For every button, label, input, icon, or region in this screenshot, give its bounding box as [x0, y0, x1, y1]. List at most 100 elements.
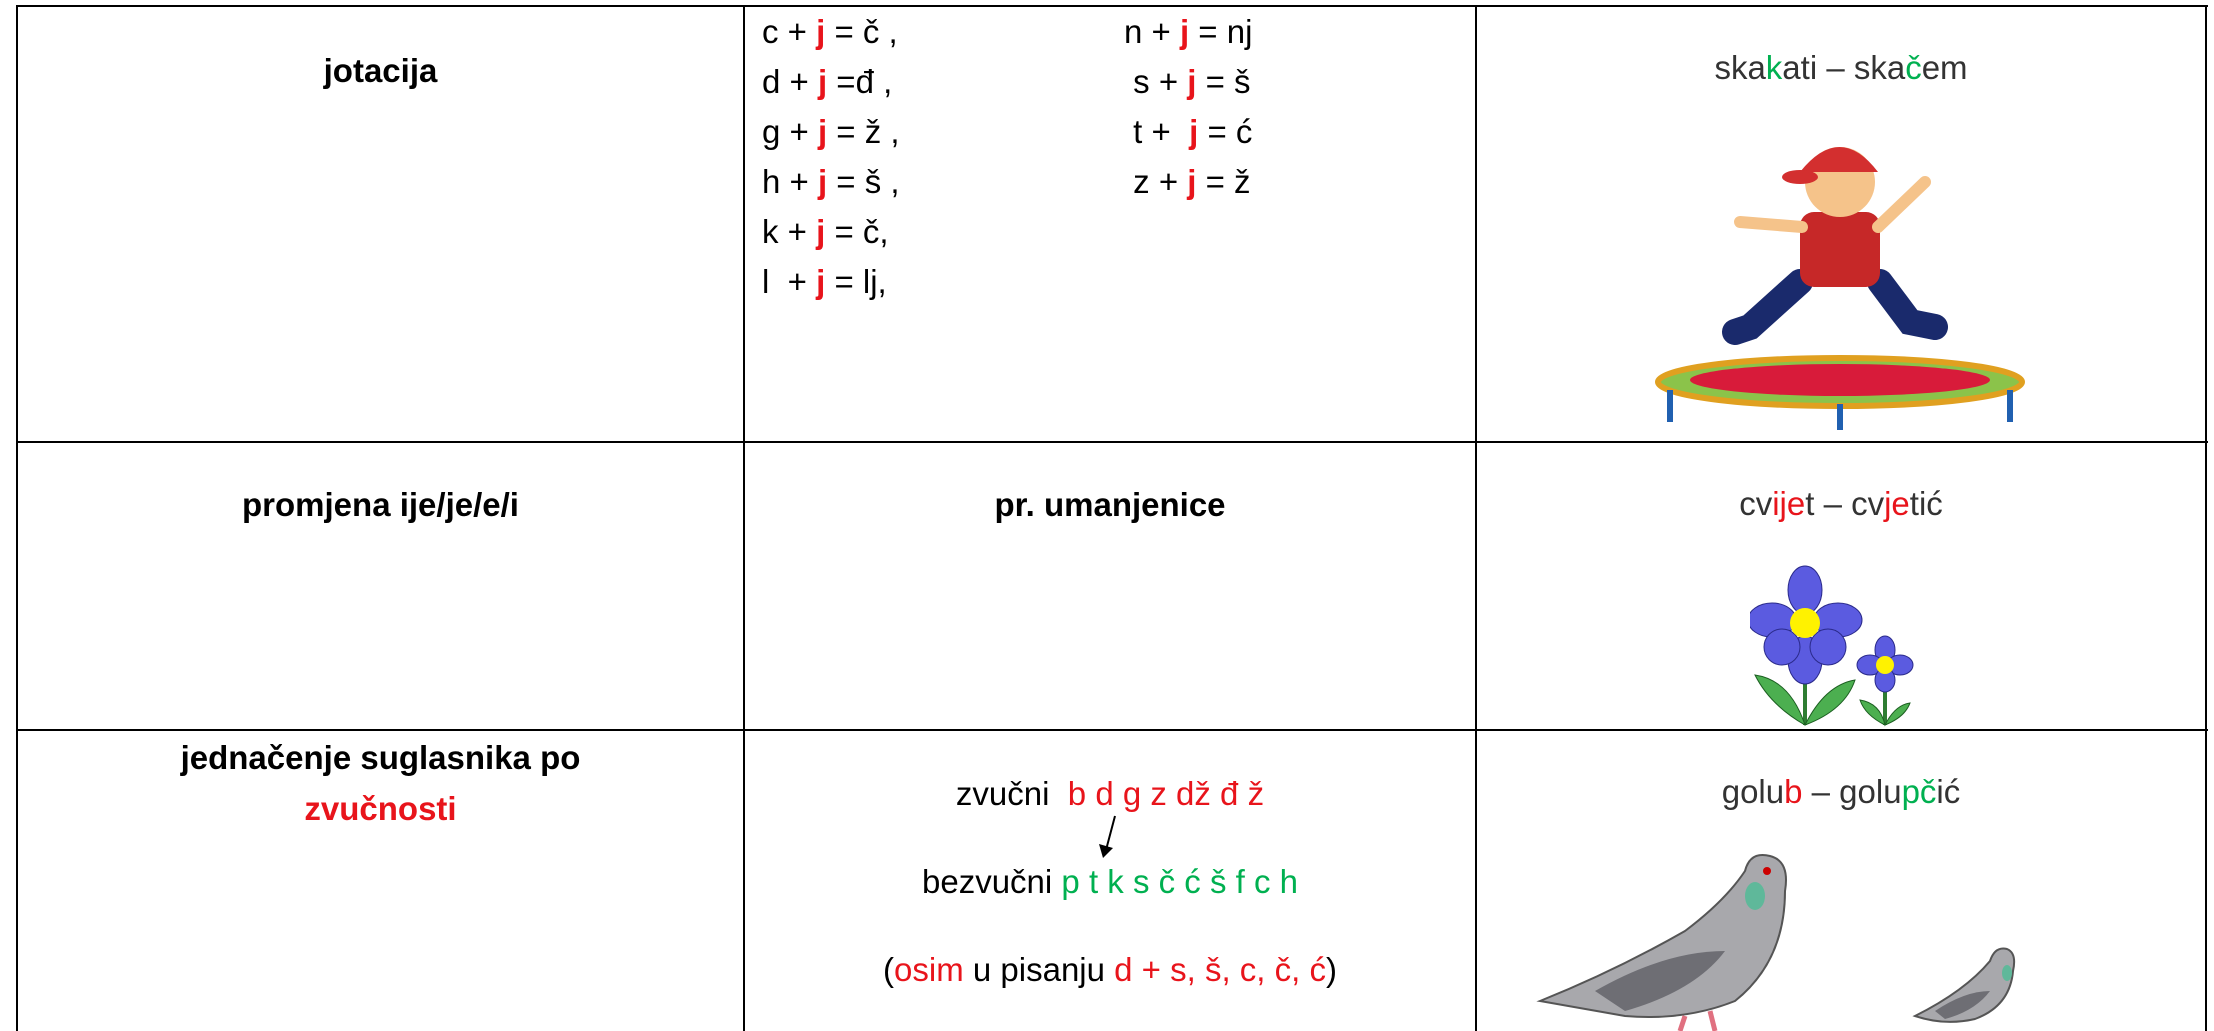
- arrow: [1099, 815, 1116, 858]
- cell: pr. umanjenice: [745, 480, 1475, 530]
- text-line: n + j = nj: [1124, 7, 1424, 57]
- text-run: je: [1884, 485, 1910, 522]
- text-run: cv: [1739, 485, 1773, 522]
- text-run: g +: [762, 113, 818, 150]
- border: [1475, 5, 1477, 1031]
- border: [16, 5, 18, 1031]
- text-run: j: [1187, 63, 1197, 100]
- border: [16, 5, 2208, 7]
- text-run: jotacija: [323, 52, 438, 89]
- text-run: – golu: [1802, 773, 1902, 810]
- text-line: bezvučni p t k s č ć š f c h: [745, 838, 1475, 926]
- text-run: =đ ,: [827, 63, 893, 100]
- text-line: skakati – skačem: [1477, 43, 2205, 93]
- text-run: j: [1187, 163, 1197, 200]
- text-run: golu: [1721, 773, 1785, 810]
- text-run: = č ,: [825, 13, 898, 50]
- text-run: tić: [1909, 485, 1943, 522]
- text-run: c +: [762, 13, 817, 50]
- border: [16, 729, 2208, 731]
- text-run: s +: [1124, 63, 1188, 100]
- text-run: k: [1765, 49, 1783, 86]
- text-line: pr. umanjenice: [745, 480, 1475, 530]
- cell: promjena ije/je/e/i: [18, 480, 743, 530]
- text-line: zvučnosti: [18, 783, 743, 834]
- text-run: j: [1179, 13, 1190, 50]
- text-line: jotacija: [18, 46, 743, 96]
- text-run: = š: [1196, 63, 1251, 100]
- text-run: d + s, š, c, č, ć: [1114, 951, 1326, 988]
- text-run: t +: [1124, 113, 1190, 150]
- text-run: = ž ,: [827, 113, 900, 150]
- cell: zvučni b d g z dž đ ž bezvučni p t k s č …: [745, 750, 1475, 1014]
- text-run: j: [817, 113, 828, 150]
- text-run: j: [816, 263, 826, 300]
- text-line: s + j = š: [1124, 57, 1424, 107]
- text-run: j: [816, 213, 826, 250]
- text-column: c + j = č ,d + j =đ ,g + j = ž ,h + j = …: [762, 7, 1124, 307]
- text-line: d + j =đ ,: [762, 57, 1124, 107]
- text-run: zvučni: [955, 775, 1068, 812]
- text-run: p t k s č ć š f c h: [1061, 863, 1298, 900]
- text-run: = lj,: [825, 263, 887, 300]
- text-run: t – cv: [1805, 485, 1885, 522]
- text-run: osim: [894, 951, 964, 988]
- text-line: zvučni b d g z dž đ ž: [745, 750, 1475, 838]
- text-line: t + j = ć: [1124, 107, 1424, 157]
- text-run: = ž: [1196, 163, 1251, 200]
- text-run: h +: [762, 163, 818, 200]
- text-run: j: [817, 63, 828, 100]
- text-run: = nj: [1189, 13, 1253, 50]
- text-run: j: [817, 163, 828, 200]
- text-column: n + j = nj s + j = š t + j = ć z + j = ž: [1124, 7, 1424, 307]
- text-line: z + j = ž: [1124, 157, 1424, 207]
- text-run: = š ,: [827, 163, 900, 200]
- text-line: cvijet – cvjetić: [1477, 479, 2205, 529]
- text-run: b d g z dž đ ž: [1067, 775, 1265, 812]
- text-run: = č,: [825, 213, 889, 250]
- text-line: g + j = ž ,: [762, 107, 1124, 157]
- text-run: j: [1189, 113, 1199, 150]
- border: [743, 5, 745, 1031]
- trampoline-illustration: [1655, 147, 2025, 430]
- text-line: h + j = š ,: [762, 157, 1124, 207]
- text-run: u pisanju: [963, 951, 1115, 988]
- text-line: l + j = lj,: [762, 257, 1124, 307]
- text-run: pr. umanjenice: [994, 486, 1226, 523]
- text-run: ije: [1772, 485, 1806, 522]
- text-run: bezvučni: [922, 863, 1062, 900]
- text-run: n +: [1124, 13, 1180, 50]
- border: [2205, 5, 2207, 1031]
- text-run: z +: [1124, 163, 1188, 200]
- text-run: ska: [1714, 49, 1766, 86]
- text-run: b: [1784, 773, 1803, 810]
- cell: golub – golupčić: [1477, 767, 2205, 817]
- text-line: c + j = č ,: [762, 7, 1124, 57]
- text-run: promjena ije/je/e/i: [242, 486, 519, 523]
- text-run: = ć: [1198, 113, 1253, 150]
- text-line: promjena ije/je/e/i: [18, 480, 743, 530]
- cell: jednačenje suglasnika po zvučnosti: [18, 732, 743, 834]
- text-run: d +: [762, 63, 818, 100]
- flowers-illustration: [1750, 565, 1914, 727]
- text-line: jednačenje suglasnika po: [18, 732, 743, 783]
- text-run: zvučnosti: [304, 790, 457, 827]
- text-run: l +: [762, 263, 817, 300]
- cell: cvijet – cvjetić: [1477, 479, 2205, 529]
- cell: jotacija: [18, 46, 743, 96]
- pigeons-illustration: [1536, 854, 2016, 1031]
- text-run: (: [883, 951, 895, 988]
- border: [16, 441, 2208, 443]
- text-line: (osim u pisanju d + s, š, c, č, ć): [745, 926, 1475, 1014]
- cell: c + j = č ,d + j =đ ,g + j = ž ,h + j = …: [762, 7, 1462, 307]
- text-run: ić: [1936, 773, 1961, 810]
- text-line: k + j = č,: [762, 207, 1124, 257]
- text-line: golub – golupčić: [1477, 767, 2205, 817]
- text-run: jednačenje suglasnika po: [180, 739, 581, 776]
- text-run: č: [1905, 49, 1922, 86]
- text-run: j: [816, 13, 826, 50]
- cell: skakati – skačem: [1477, 43, 2205, 93]
- text-run: em: [1921, 49, 1968, 86]
- text-run: ): [1325, 951, 1337, 988]
